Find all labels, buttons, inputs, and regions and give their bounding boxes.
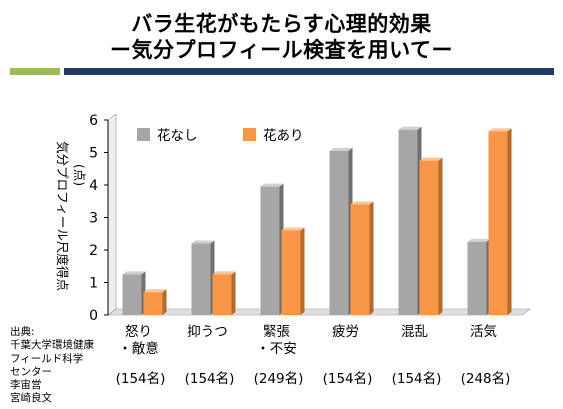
bar-side xyxy=(438,157,443,315)
chart-floor xyxy=(107,308,531,316)
x-category-label: 混乱 xyxy=(401,324,428,340)
bar-top xyxy=(329,147,353,151)
bar xyxy=(191,243,211,315)
bar-top xyxy=(467,238,491,242)
bar xyxy=(143,292,163,315)
chart-side-wall xyxy=(107,113,117,316)
legend-label: 花なし xyxy=(157,128,198,144)
y-axis-title: 気分プロフィール尺度得点 xyxy=(55,141,70,291)
source-line: 李宙営 xyxy=(10,379,42,392)
x-category-label: ・不安 xyxy=(256,341,297,357)
x-sample-size-label: (154名) xyxy=(392,371,442,387)
x-category-label: 活気 xyxy=(470,324,497,340)
source-line: センター xyxy=(10,365,52,378)
bar xyxy=(398,129,418,315)
source-line: フィールド科学 xyxy=(10,352,84,365)
legend-swatch xyxy=(137,128,150,141)
legend-label: 花あり xyxy=(263,128,304,144)
bar xyxy=(350,204,370,315)
y-axis-unit: (点) xyxy=(72,164,87,186)
bar-top xyxy=(122,271,146,275)
x-category-label: ・敵意 xyxy=(118,340,159,357)
x-sample-size-label: (154名) xyxy=(185,371,235,387)
bar-top xyxy=(488,128,512,132)
x-sample-size-label: (248名) xyxy=(461,371,511,387)
y-tick-label: 5 xyxy=(89,146,98,162)
y-tick-label: 2 xyxy=(89,243,98,259)
title-band-navy xyxy=(64,68,554,75)
bar xyxy=(260,186,280,315)
legend-swatch xyxy=(243,128,256,141)
bar xyxy=(212,274,232,315)
bar-top xyxy=(143,289,167,293)
bar-side xyxy=(162,289,167,315)
bar-top xyxy=(281,227,305,231)
bar-top xyxy=(419,157,443,161)
x-sample-size-label: (154名) xyxy=(116,371,166,387)
page-title: バラ生花がもたらす心理的効果 xyxy=(131,12,432,36)
bar xyxy=(281,230,301,315)
bar-side xyxy=(369,201,374,315)
bar-top xyxy=(398,126,422,130)
source-label: 出典: xyxy=(10,326,35,338)
bar-top xyxy=(191,240,215,244)
y-tick-label: 0 xyxy=(89,308,98,324)
source-line: 千葉大学環境健康 xyxy=(10,339,94,352)
bar xyxy=(488,131,508,315)
bar-top xyxy=(260,183,284,187)
bar xyxy=(419,160,439,315)
y-tick-label: 1 xyxy=(89,276,98,292)
bar xyxy=(467,241,487,315)
title-band-green xyxy=(10,68,60,75)
bar-top xyxy=(212,271,236,275)
bar xyxy=(329,150,349,315)
x-category-label: 怒り xyxy=(125,324,152,340)
x-category-label: 抑うつ xyxy=(187,324,228,340)
x-category-label: 疲労 xyxy=(332,323,359,340)
bar xyxy=(122,274,142,315)
page-subtitle: ー気分プロフィール検査を用いてー xyxy=(110,38,453,62)
source-line: 宮崎良文 xyxy=(10,392,52,405)
bar-side xyxy=(300,227,305,315)
y-tick-label: 4 xyxy=(89,178,98,194)
source-note: 出典: 千葉大学環境健康 フィールド科学 センター 李宙営 宮崎良文 xyxy=(10,326,94,406)
x-category-label: 緊張 xyxy=(263,324,290,340)
y-tick-label: 6 xyxy=(89,113,98,129)
x-sample-size-label: (249名) xyxy=(254,371,304,387)
bar-top xyxy=(350,201,374,205)
y-tick-label: 3 xyxy=(89,211,98,227)
bar-side xyxy=(231,271,236,315)
x-sample-size-label: (154名) xyxy=(323,371,373,387)
bar-side xyxy=(507,128,512,315)
